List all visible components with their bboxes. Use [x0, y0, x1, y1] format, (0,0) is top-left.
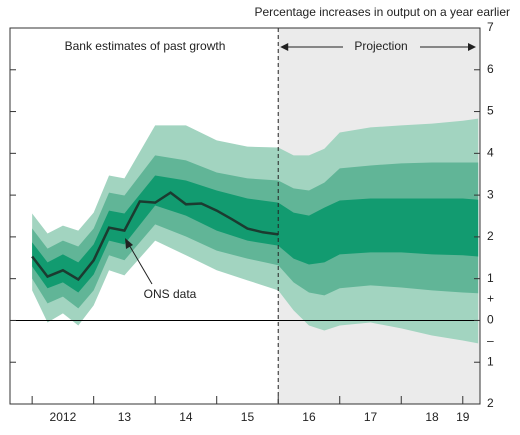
ons-line: [31, 191, 279, 282]
y-tick-label: 1: [487, 354, 494, 368]
x-tick-label: 17: [364, 410, 378, 424]
y-tick-label: 1: [487, 271, 494, 285]
annotation-projection: Projection: [354, 39, 407, 53]
sign-minus: –: [487, 334, 494, 348]
x-tick-label: 2012: [50, 410, 77, 424]
x-tick-label: 14: [179, 410, 193, 424]
arrowhead-left: [280, 43, 289, 51]
chart-title: Percentage increases in output on a year…: [255, 5, 511, 19]
y-tick-label: 2: [487, 396, 494, 410]
y-tick-label: 3: [487, 187, 494, 201]
plot-frame: [9, 27, 481, 405]
arrowhead-right: [468, 43, 476, 51]
ons-pointer: [127, 242, 153, 285]
y-tick-label: 6: [487, 62, 494, 76]
sign-plus: +: [487, 292, 494, 306]
x-tick-label: 16: [302, 410, 316, 424]
y-tick-label: 0: [487, 313, 494, 327]
x-tick-label: 13: [118, 410, 132, 424]
annotation-past: Bank estimates of past growth: [65, 39, 226, 53]
x-tick-label: 19: [456, 410, 470, 424]
fan-band: [32, 175, 479, 293]
y-tick-label: 2: [487, 229, 494, 243]
x-tick-label: 15: [241, 410, 255, 424]
y-tick-label: 5: [487, 104, 494, 118]
y-tick-label: 7: [487, 20, 494, 34]
y-tick-label: 4: [487, 146, 494, 160]
ons-arrowhead: [125, 238, 133, 249]
annotation-ons: ONS data: [144, 287, 197, 301]
x-tick-label: 18: [425, 410, 439, 424]
